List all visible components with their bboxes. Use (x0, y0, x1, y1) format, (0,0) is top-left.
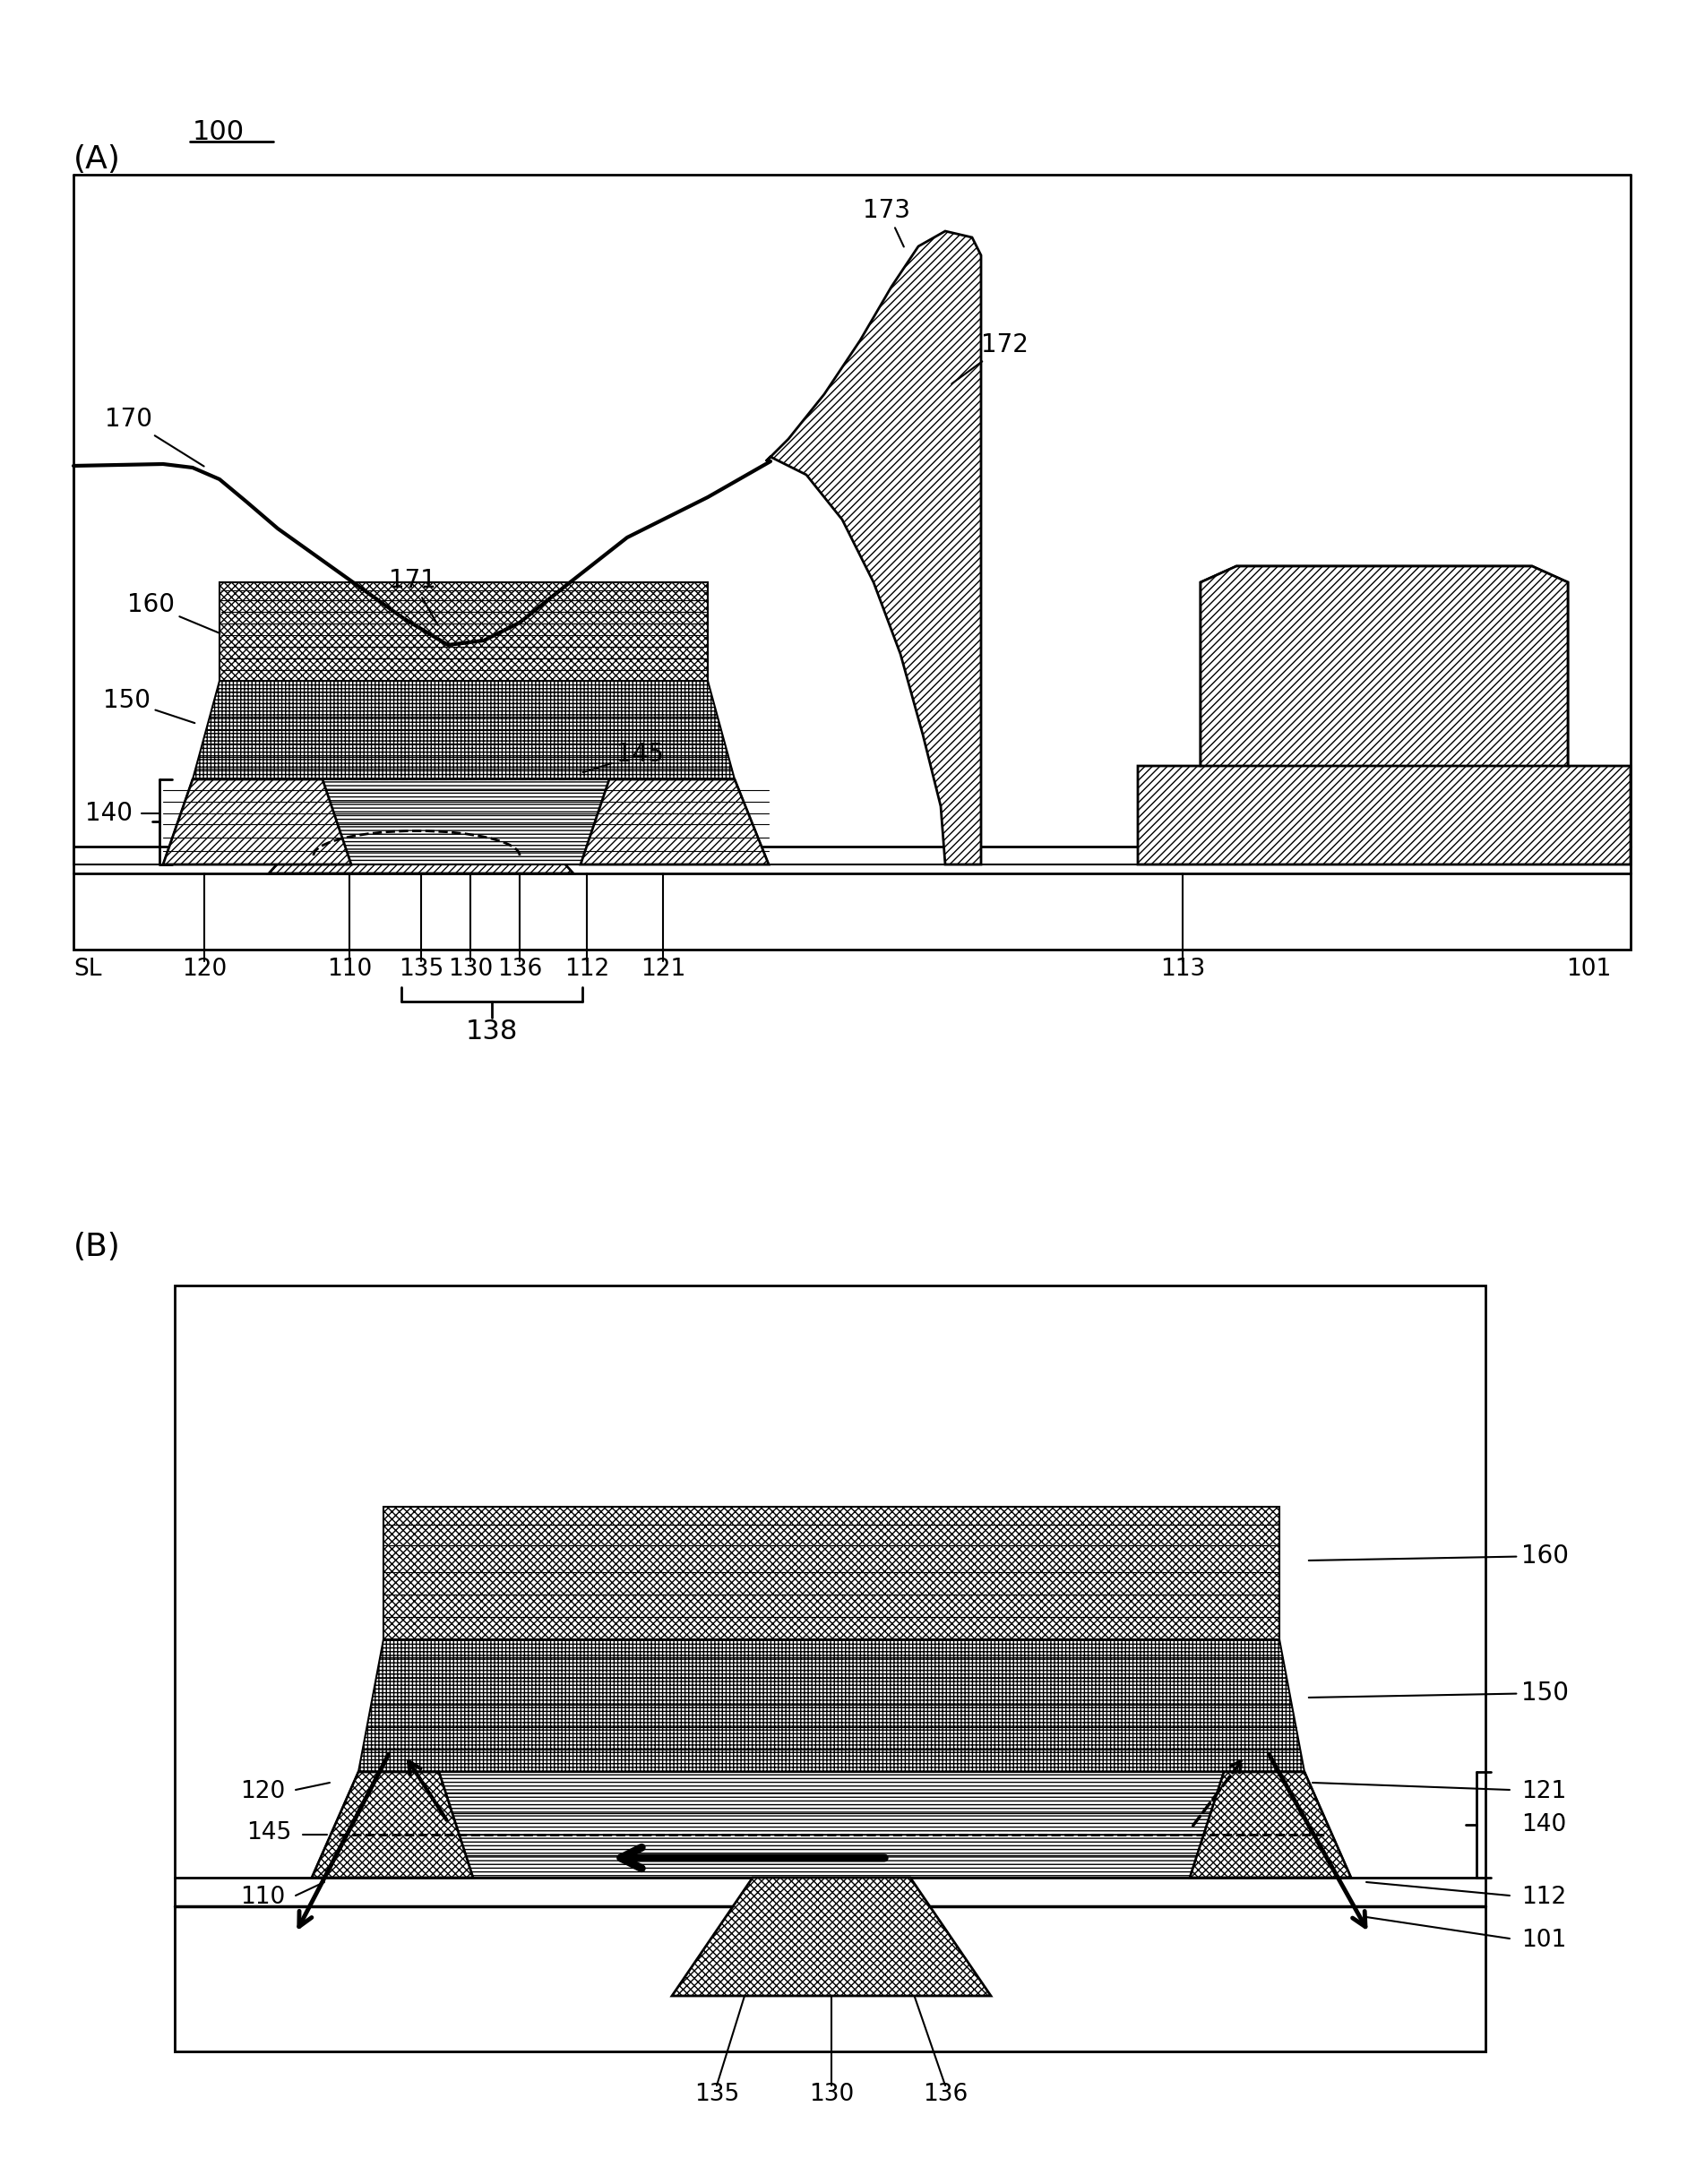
Text: 150: 150 (1309, 1679, 1569, 1706)
Text: 145: 145 (246, 1821, 292, 1845)
Text: 173: 173 (863, 199, 911, 247)
Polygon shape (1201, 566, 1567, 767)
Text: 101: 101 (1521, 1928, 1567, 1952)
Polygon shape (1191, 1771, 1352, 1878)
Text: 145: 145 (583, 743, 663, 773)
Text: 140: 140 (1521, 1813, 1567, 1837)
Polygon shape (175, 1286, 1486, 2051)
Text: 172: 172 (951, 332, 1028, 384)
Text: 150: 150 (103, 688, 195, 723)
Text: 135: 135 (694, 2084, 739, 2105)
Polygon shape (268, 828, 573, 874)
Polygon shape (358, 1640, 1304, 1771)
Text: 121: 121 (641, 957, 685, 981)
Text: 101: 101 (1565, 957, 1611, 981)
Text: 136: 136 (923, 2084, 968, 2105)
Polygon shape (672, 1878, 990, 1996)
Polygon shape (580, 780, 768, 865)
Text: SL: SL (73, 957, 102, 981)
Polygon shape (163, 780, 768, 865)
Text: 113: 113 (1160, 957, 1206, 981)
Polygon shape (312, 1771, 473, 1878)
Text: 136: 136 (497, 957, 543, 981)
Polygon shape (312, 1771, 1352, 1878)
Polygon shape (193, 681, 734, 780)
Text: 135: 135 (399, 957, 444, 981)
Text: 140: 140 (85, 802, 132, 826)
Text: 110: 110 (239, 1885, 285, 1909)
Text: 112: 112 (565, 957, 609, 981)
Text: 138: 138 (466, 1020, 517, 1044)
Text: (A): (A) (73, 144, 120, 175)
Text: 100: 100 (193, 120, 244, 146)
Polygon shape (175, 1907, 1486, 2051)
Text: 171: 171 (388, 568, 438, 625)
Text: 120: 120 (239, 1780, 285, 1804)
Text: 160: 160 (1309, 1544, 1569, 1568)
Text: 130: 130 (448, 957, 494, 981)
Text: 160: 160 (127, 592, 220, 633)
Text: 121: 121 (1521, 1780, 1567, 1804)
Polygon shape (767, 232, 980, 865)
Polygon shape (383, 1507, 1279, 1640)
Text: (B): (B) (73, 1232, 120, 1262)
Polygon shape (163, 780, 351, 865)
Polygon shape (219, 583, 707, 681)
Text: 110: 110 (327, 957, 371, 981)
Text: 112: 112 (1521, 1885, 1567, 1909)
Text: 170: 170 (105, 406, 204, 467)
Text: 120: 120 (181, 957, 227, 981)
Polygon shape (1138, 566, 1630, 865)
Polygon shape (73, 874, 1630, 950)
Text: 130: 130 (809, 2084, 853, 2105)
